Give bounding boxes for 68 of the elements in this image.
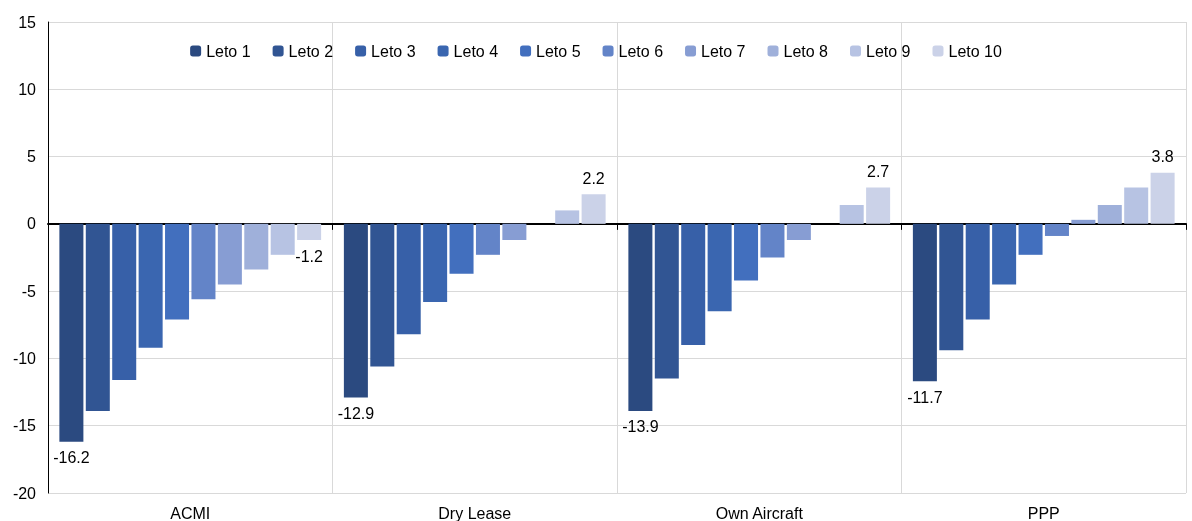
bar (992, 223, 1017, 285)
legend-label: Leto 1 (206, 42, 251, 60)
data-label: -12.9 (337, 404, 375, 422)
bar (654, 223, 679, 379)
data-label: -1.2 (295, 247, 323, 265)
bar (839, 205, 864, 224)
y-tick-label: -15 (12, 417, 37, 435)
bar (112, 223, 137, 380)
legend-label: Leto 9 (866, 42, 911, 60)
bar (965, 223, 990, 320)
bar (423, 223, 448, 302)
y-tick-label: -5 (21, 282, 37, 300)
bar (475, 223, 500, 255)
bar (165, 223, 190, 320)
x-tick-label: ACMI (170, 504, 211, 521)
x-tick-label: Dry Lease (438, 504, 512, 521)
bar (866, 187, 891, 224)
legend-label: Leto 7 (701, 42, 746, 60)
bar (1124, 187, 1149, 224)
y-tick-label: 10 (18, 80, 37, 98)
bar (502, 223, 527, 241)
legend-label: Leto 10 (948, 42, 1002, 60)
data-label: 2.2 (582, 169, 605, 187)
legend-label: Leto 4 (453, 42, 499, 60)
y-tick-label: 5 (27, 148, 37, 166)
y-tick-label: 0 (27, 215, 37, 233)
bar (217, 223, 242, 285)
legend-label: Leto 2 (288, 42, 334, 60)
bar (1018, 223, 1043, 255)
bar (760, 223, 785, 258)
bar (370, 223, 395, 367)
data-label: -13.9 (622, 418, 659, 436)
bar (581, 194, 606, 224)
bar (449, 223, 474, 274)
bar (1044, 223, 1069, 236)
data-label: -11.7 (907, 388, 943, 406)
bar (138, 223, 163, 348)
legend-label: Leto 8 (783, 42, 829, 60)
y-tick-label: -10 (12, 349, 37, 367)
bar (1150, 172, 1175, 224)
bar (939, 223, 964, 351)
data-label: 3.8 (1151, 148, 1174, 166)
data-label: -16.2 (53, 449, 90, 467)
bar (786, 223, 811, 241)
bar (343, 223, 368, 398)
bar (297, 223, 322, 241)
x-tick-label: Own Aircraft (715, 504, 804, 521)
legend-label: Leto 6 (618, 42, 664, 60)
bar (396, 223, 421, 335)
bar (85, 223, 110, 411)
bar (244, 223, 269, 270)
bar (628, 223, 653, 411)
data-label: 2.7 (866, 163, 890, 181)
bar (707, 223, 732, 312)
bar (59, 223, 84, 442)
bar (1097, 205, 1122, 224)
legend-label: Leto 3 (371, 42, 416, 60)
x-tick-label: PPP (1027, 504, 1060, 521)
bar (191, 223, 216, 300)
bar (1071, 219, 1096, 224)
y-tick-label: -20 (12, 484, 37, 502)
bar (681, 223, 706, 345)
bar (734, 223, 759, 281)
bar (912, 223, 937, 382)
y-tick-label: 15 (18, 13, 37, 31)
bar (555, 210, 580, 224)
legend-label: Leto 5 (536, 42, 581, 60)
bar (270, 223, 295, 255)
